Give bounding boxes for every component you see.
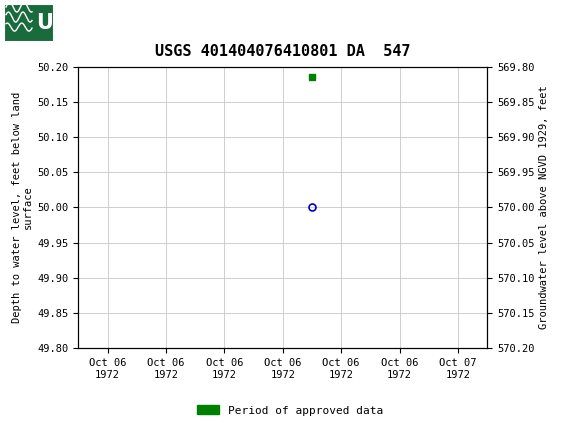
Text: USGS: USGS [36, 13, 100, 33]
Y-axis label: Depth to water level, feet below land
surface: Depth to water level, feet below land su… [12, 92, 33, 323]
Legend: Period of approved data: Period of approved data [193, 401, 387, 420]
Title: USGS 401404076410801 DA  547: USGS 401404076410801 DA 547 [155, 43, 411, 58]
Bar [4, 4, 54, 42]
Y-axis label: Groundwater level above NGVD 1929, feet: Groundwater level above NGVD 1929, feet [539, 86, 549, 329]
